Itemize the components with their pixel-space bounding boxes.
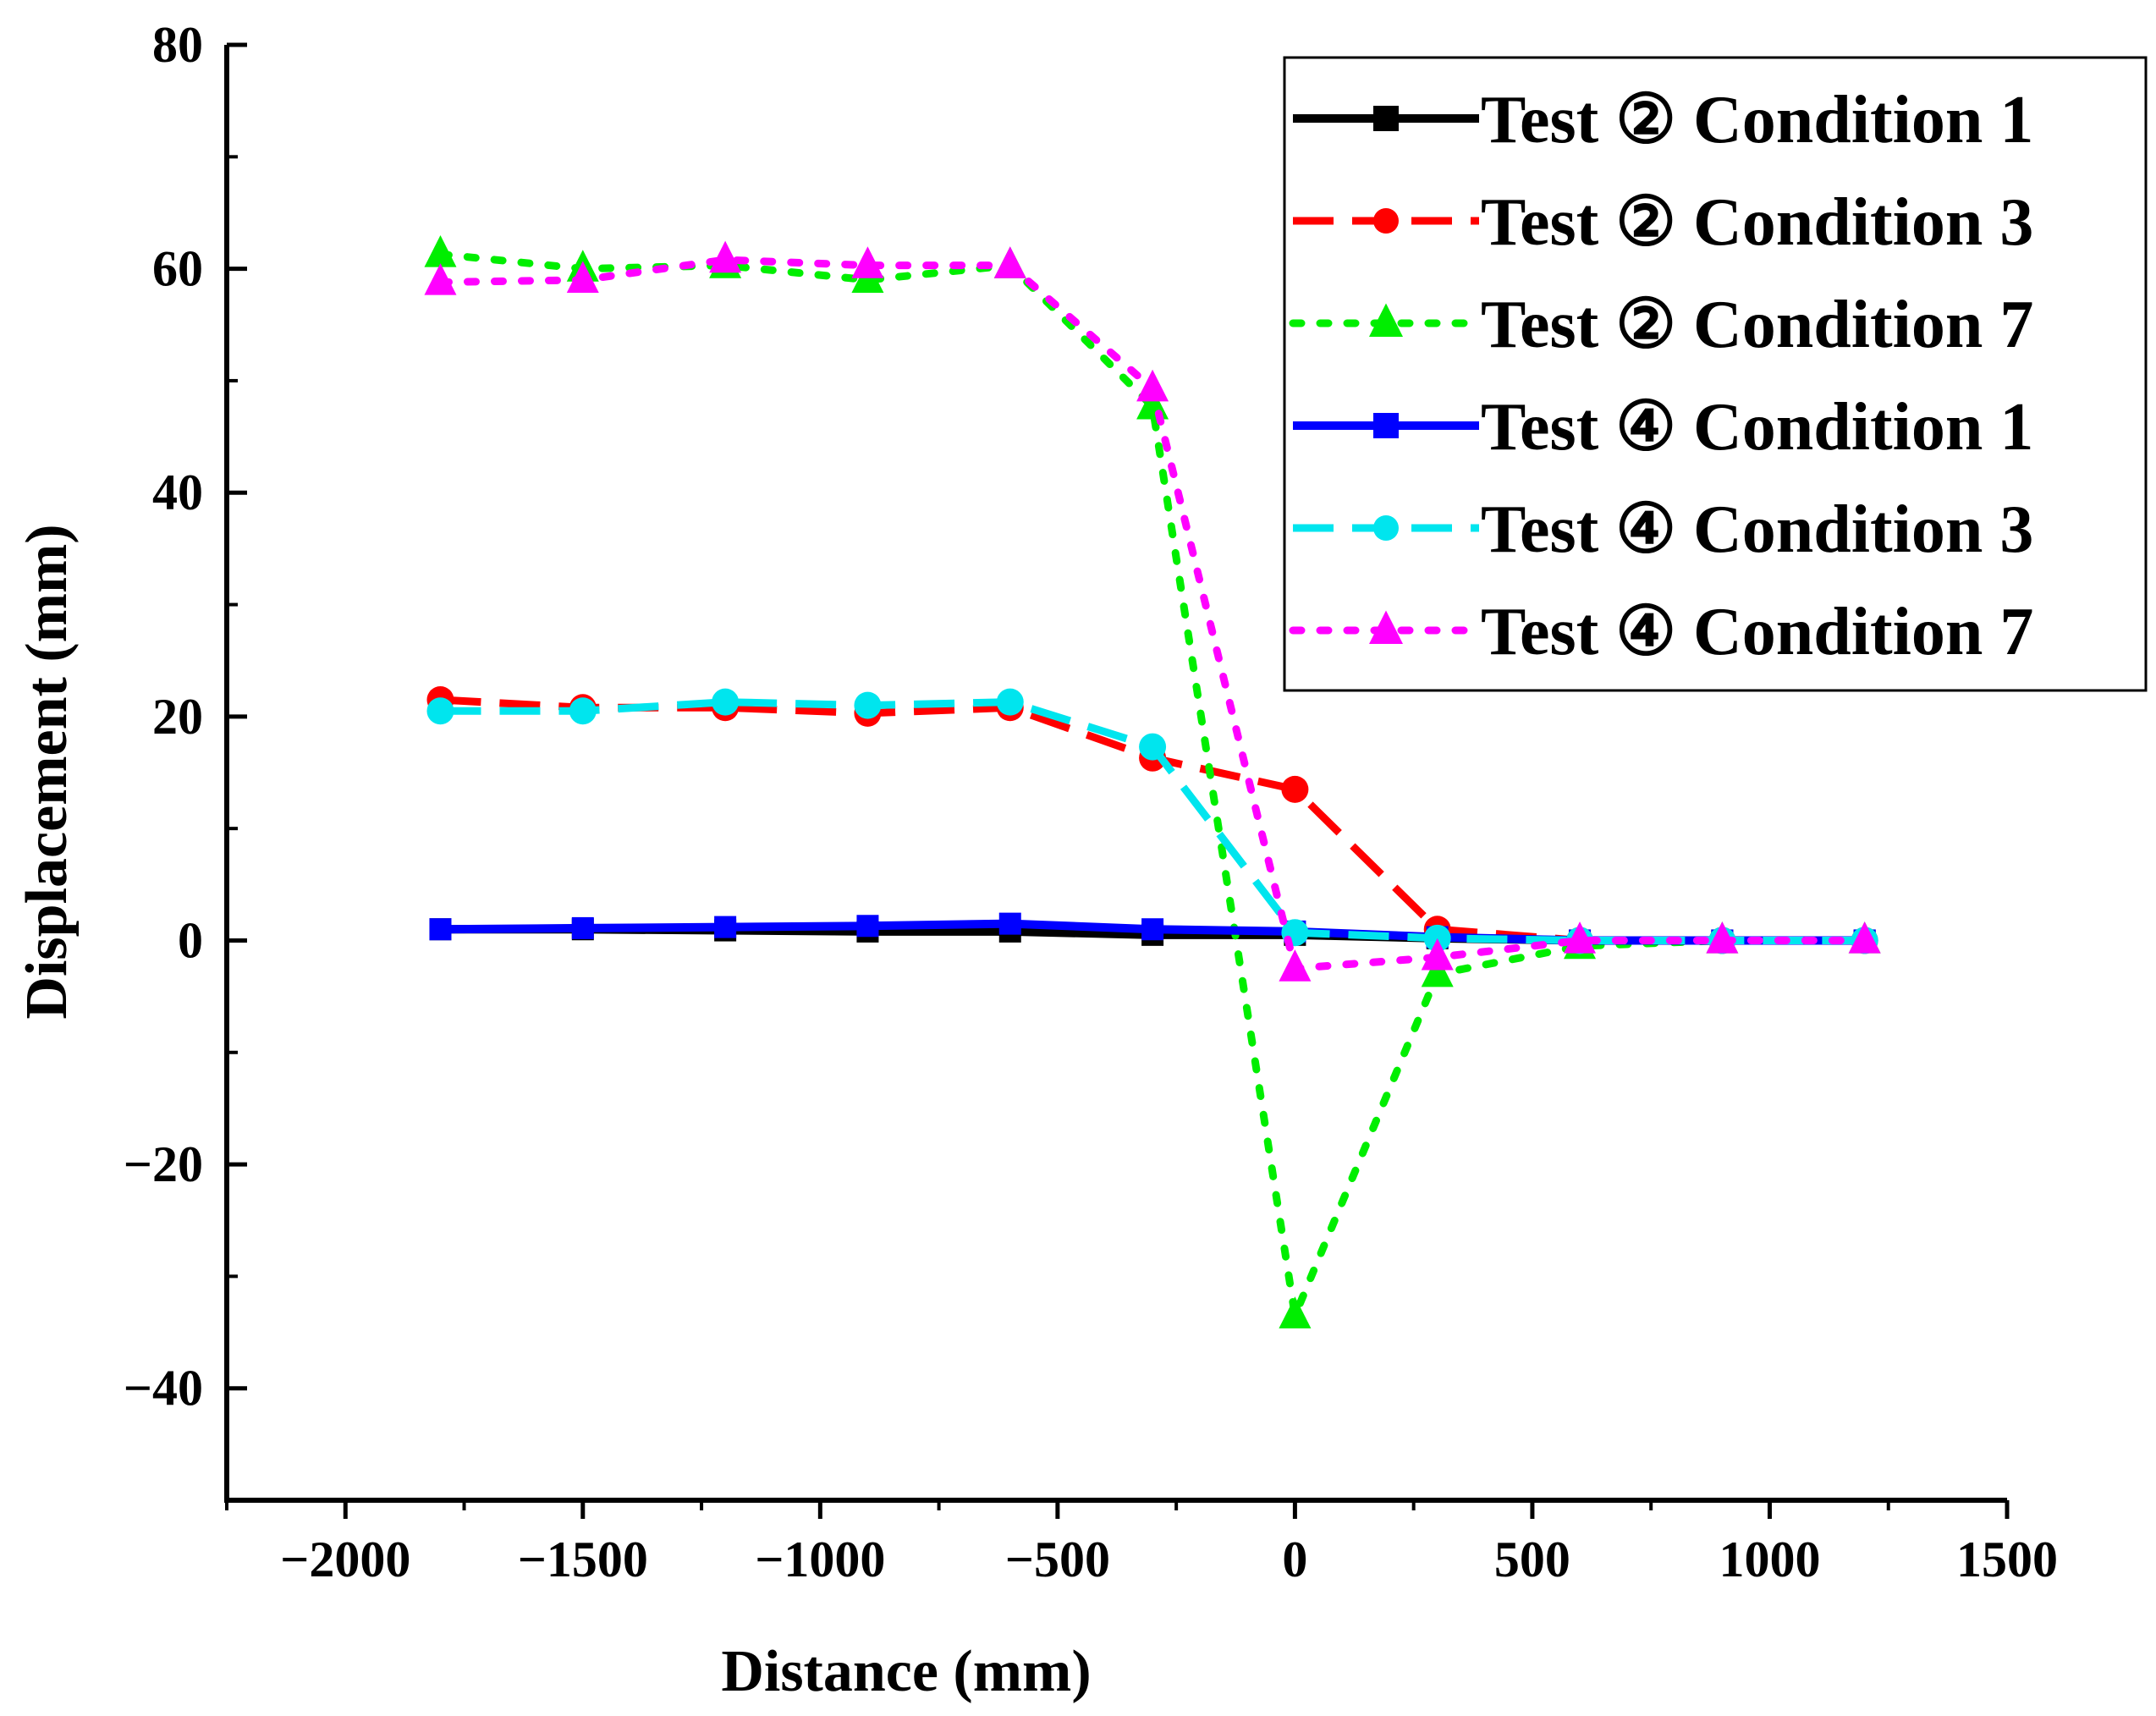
data-point [1139, 733, 1167, 761]
legend-box [1283, 56, 2148, 692]
axes [224, 45, 2007, 1503]
legend-entry: Test ② Condition 1 [1293, 83, 2033, 157]
data-point [1848, 921, 1881, 954]
data-point [569, 697, 597, 725]
data-point [1279, 949, 1312, 982]
data-point [856, 915, 879, 938]
data-point [851, 246, 884, 278]
legend-label: Test ② Condition 1 [1481, 83, 2033, 157]
data-point [424, 235, 457, 267]
data-point [571, 916, 594, 939]
series-2 [426, 686, 1878, 954]
data-point [1423, 924, 1451, 952]
legend-entry: Test ② Condition 3 [1293, 185, 2033, 260]
data-point [1421, 954, 1454, 987]
data-point [429, 918, 452, 941]
data-point [1279, 1296, 1312, 1328]
x-tick-label: 500 [1494, 1532, 1570, 1587]
legend-marker [1369, 610, 1403, 644]
legend-label: Test ④ Condition 7 [1481, 595, 2033, 669]
x-tick-label: 1000 [1719, 1532, 1820, 1587]
legend-label: Test ② Condition 7 [1481, 288, 2033, 362]
legend-marker [1373, 106, 1399, 131]
legend-marker [1373, 515, 1399, 541]
legend-entry: Test ② Condition 7 [1289, 288, 2033, 362]
legend-entry: Test ④ Condition 1 [1293, 390, 2033, 465]
series-5 [426, 688, 1878, 954]
tick-labels: −2000 −1500 −1000 −500 0 500 1000 1500 −40 −20 0 20… [124, 17, 2058, 1587]
data-point [709, 240, 742, 273]
x-tick-label: −1500 [518, 1532, 648, 1587]
x-tick-label: 1500 [1956, 1532, 2058, 1587]
x-tick-label: 0 [1282, 1532, 1307, 1587]
data-point [1706, 921, 1739, 954]
x-tick-label: −1000 [755, 1532, 885, 1587]
series-6 [424, 240, 1881, 982]
x-tick-label: −500 [1005, 1532, 1110, 1587]
y-tick-label: 80 [152, 17, 203, 73]
legend-marker [1373, 413, 1399, 438]
legend-label: Test ④ Condition 3 [1481, 492, 2033, 567]
data-point [996, 688, 1024, 716]
legend-entry: Test ④ Condition 7 [1289, 595, 2033, 669]
legend-entry: Test ④ Condition 3 [1293, 492, 2033, 567]
data-point [426, 697, 454, 725]
y-tick-label: −20 [124, 1136, 203, 1192]
data-point [1141, 918, 1164, 941]
data-point [1136, 369, 1169, 402]
data-point [1421, 938, 1454, 971]
data-point [998, 912, 1021, 935]
x-tick-label: −2000 [280, 1532, 410, 1587]
data-point [993, 246, 1026, 278]
y-tick-label: 0 [178, 912, 203, 968]
data-point [1564, 921, 1597, 954]
legend-marker [1369, 303, 1403, 337]
y-axis-title: Displacement (mm) [14, 524, 80, 1019]
y-tick-label: −40 [124, 1361, 203, 1416]
legend-marker [1373, 208, 1399, 234]
data-point [854, 691, 882, 719]
legend: Test ② Condition 1 Test ② Condition 3 Test… [1283, 56, 2148, 692]
y-tick-label: 40 [152, 465, 203, 520]
ticks [225, 42, 2010, 1519]
y-tick-label: 60 [152, 241, 203, 297]
x-axis-title: Distance (mm) [721, 1639, 1091, 1704]
y-tick-label: 20 [152, 689, 203, 745]
data-point [712, 688, 740, 716]
data-point [714, 916, 737, 938]
series-layer [424, 235, 1881, 1328]
legend-label: Test ④ Condition 1 [1481, 390, 2033, 465]
legend-label: Test ② Condition 3 [1481, 185, 2033, 260]
data-point [566, 261, 599, 294]
data-point [424, 263, 457, 295]
data-point [1281, 775, 1309, 803]
